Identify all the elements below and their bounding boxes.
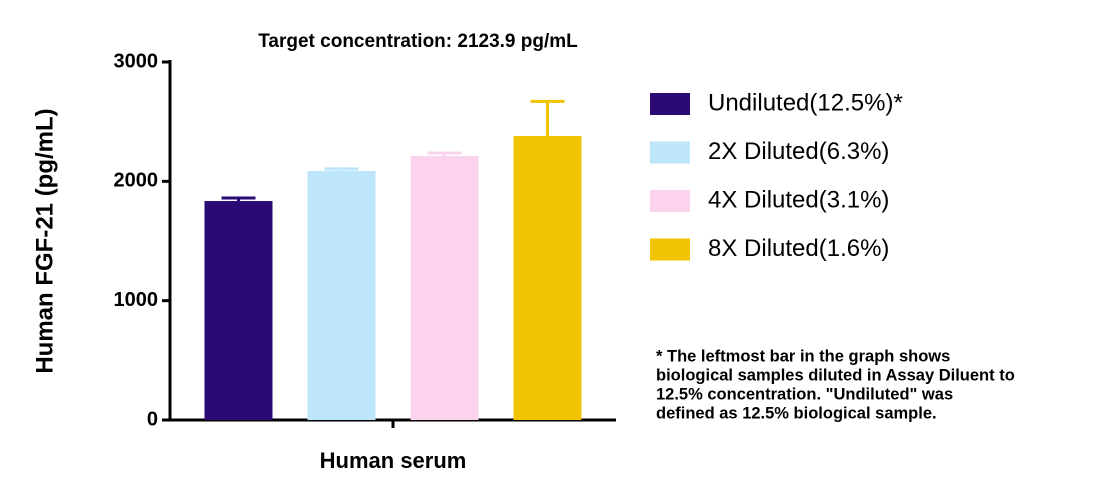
y-tick-label: 2000 [114, 170, 159, 192]
bar [513, 135, 582, 420]
legend-label: 2X Diluted(6.3%) [708, 138, 889, 165]
footnote-line: defined as 12.5% biological sample. [656, 404, 937, 422]
error-bar [221, 196, 256, 202]
legend-label: Undiluted(12.5%)* [708, 89, 903, 116]
error-bar [427, 151, 462, 157]
y-tick-label: 1000 [114, 289, 159, 311]
legend-swatch [650, 190, 690, 212]
y-tick-label: 3000 [114, 50, 159, 72]
legend-swatch [650, 93, 690, 115]
legend-swatch [650, 238, 690, 261]
footnote-line: biological samples diluted in Assay Dilu… [656, 366, 1015, 384]
y-axis-title: Human FGF-21 (pg/mL) [31, 108, 58, 373]
footnote-line: 12.5% concentration. "Undiluted" was [656, 385, 953, 403]
legend-label: 8X Diluted(1.6%) [708, 235, 889, 262]
legend-swatch [650, 141, 690, 164]
y-tick-label: 0 [147, 408, 158, 430]
error-bar [324, 167, 359, 171]
chart-title: Target concentration: 2123.9 pg/mL [258, 31, 578, 52]
bar [410, 156, 479, 420]
error-bar [530, 99, 565, 136]
bar [307, 170, 376, 420]
x-axis-title: Human serum [320, 448, 467, 473]
footnote-line: * The leftmost bar in the graph shows [656, 347, 950, 365]
legend-label: 4X Diluted(3.1%) [708, 186, 889, 213]
bar [204, 201, 273, 420]
